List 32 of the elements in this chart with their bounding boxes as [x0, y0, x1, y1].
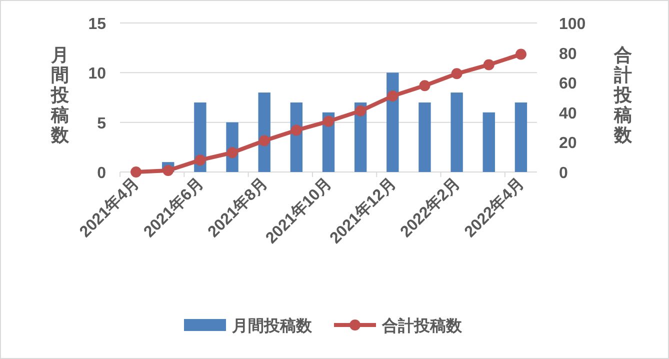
y2-tick-label: 100 — [559, 16, 586, 33]
point — [194, 154, 206, 166]
y-tick-label: 5 — [97, 115, 106, 132]
y2-tick-label: 80 — [559, 46, 577, 63]
y2-axis-title: 合計投稿数 — [613, 45, 633, 145]
point — [419, 80, 430, 92]
point — [515, 48, 526, 60]
bar — [386, 72, 399, 172]
point — [130, 166, 142, 178]
bar — [418, 102, 431, 172]
point — [483, 59, 494, 70]
point — [226, 147, 238, 158]
bar — [482, 112, 495, 172]
point — [290, 124, 302, 136]
point — [258, 135, 270, 146]
y2-tick-label: 60 — [559, 76, 577, 93]
bar — [450, 92, 463, 172]
y-tick-label: 15 — [88, 16, 106, 33]
point — [323, 116, 334, 127]
y-axis-title: 月間投稿数 — [50, 45, 70, 145]
legend-label: 合計投稿数 — [381, 317, 463, 335]
y-tick-label: 0 — [97, 165, 106, 182]
y-tick-label: 10 — [88, 66, 106, 83]
point — [355, 105, 366, 116]
legend-label: 月間投稿数 — [231, 317, 313, 335]
point — [451, 68, 462, 80]
y2-tick-label: 20 — [559, 135, 577, 152]
y2-tick-label: 0 — [559, 165, 568, 182]
bar — [514, 102, 528, 172]
point — [162, 165, 174, 176]
y2-tick-label: 40 — [559, 105, 577, 122]
point — [387, 90, 398, 102]
